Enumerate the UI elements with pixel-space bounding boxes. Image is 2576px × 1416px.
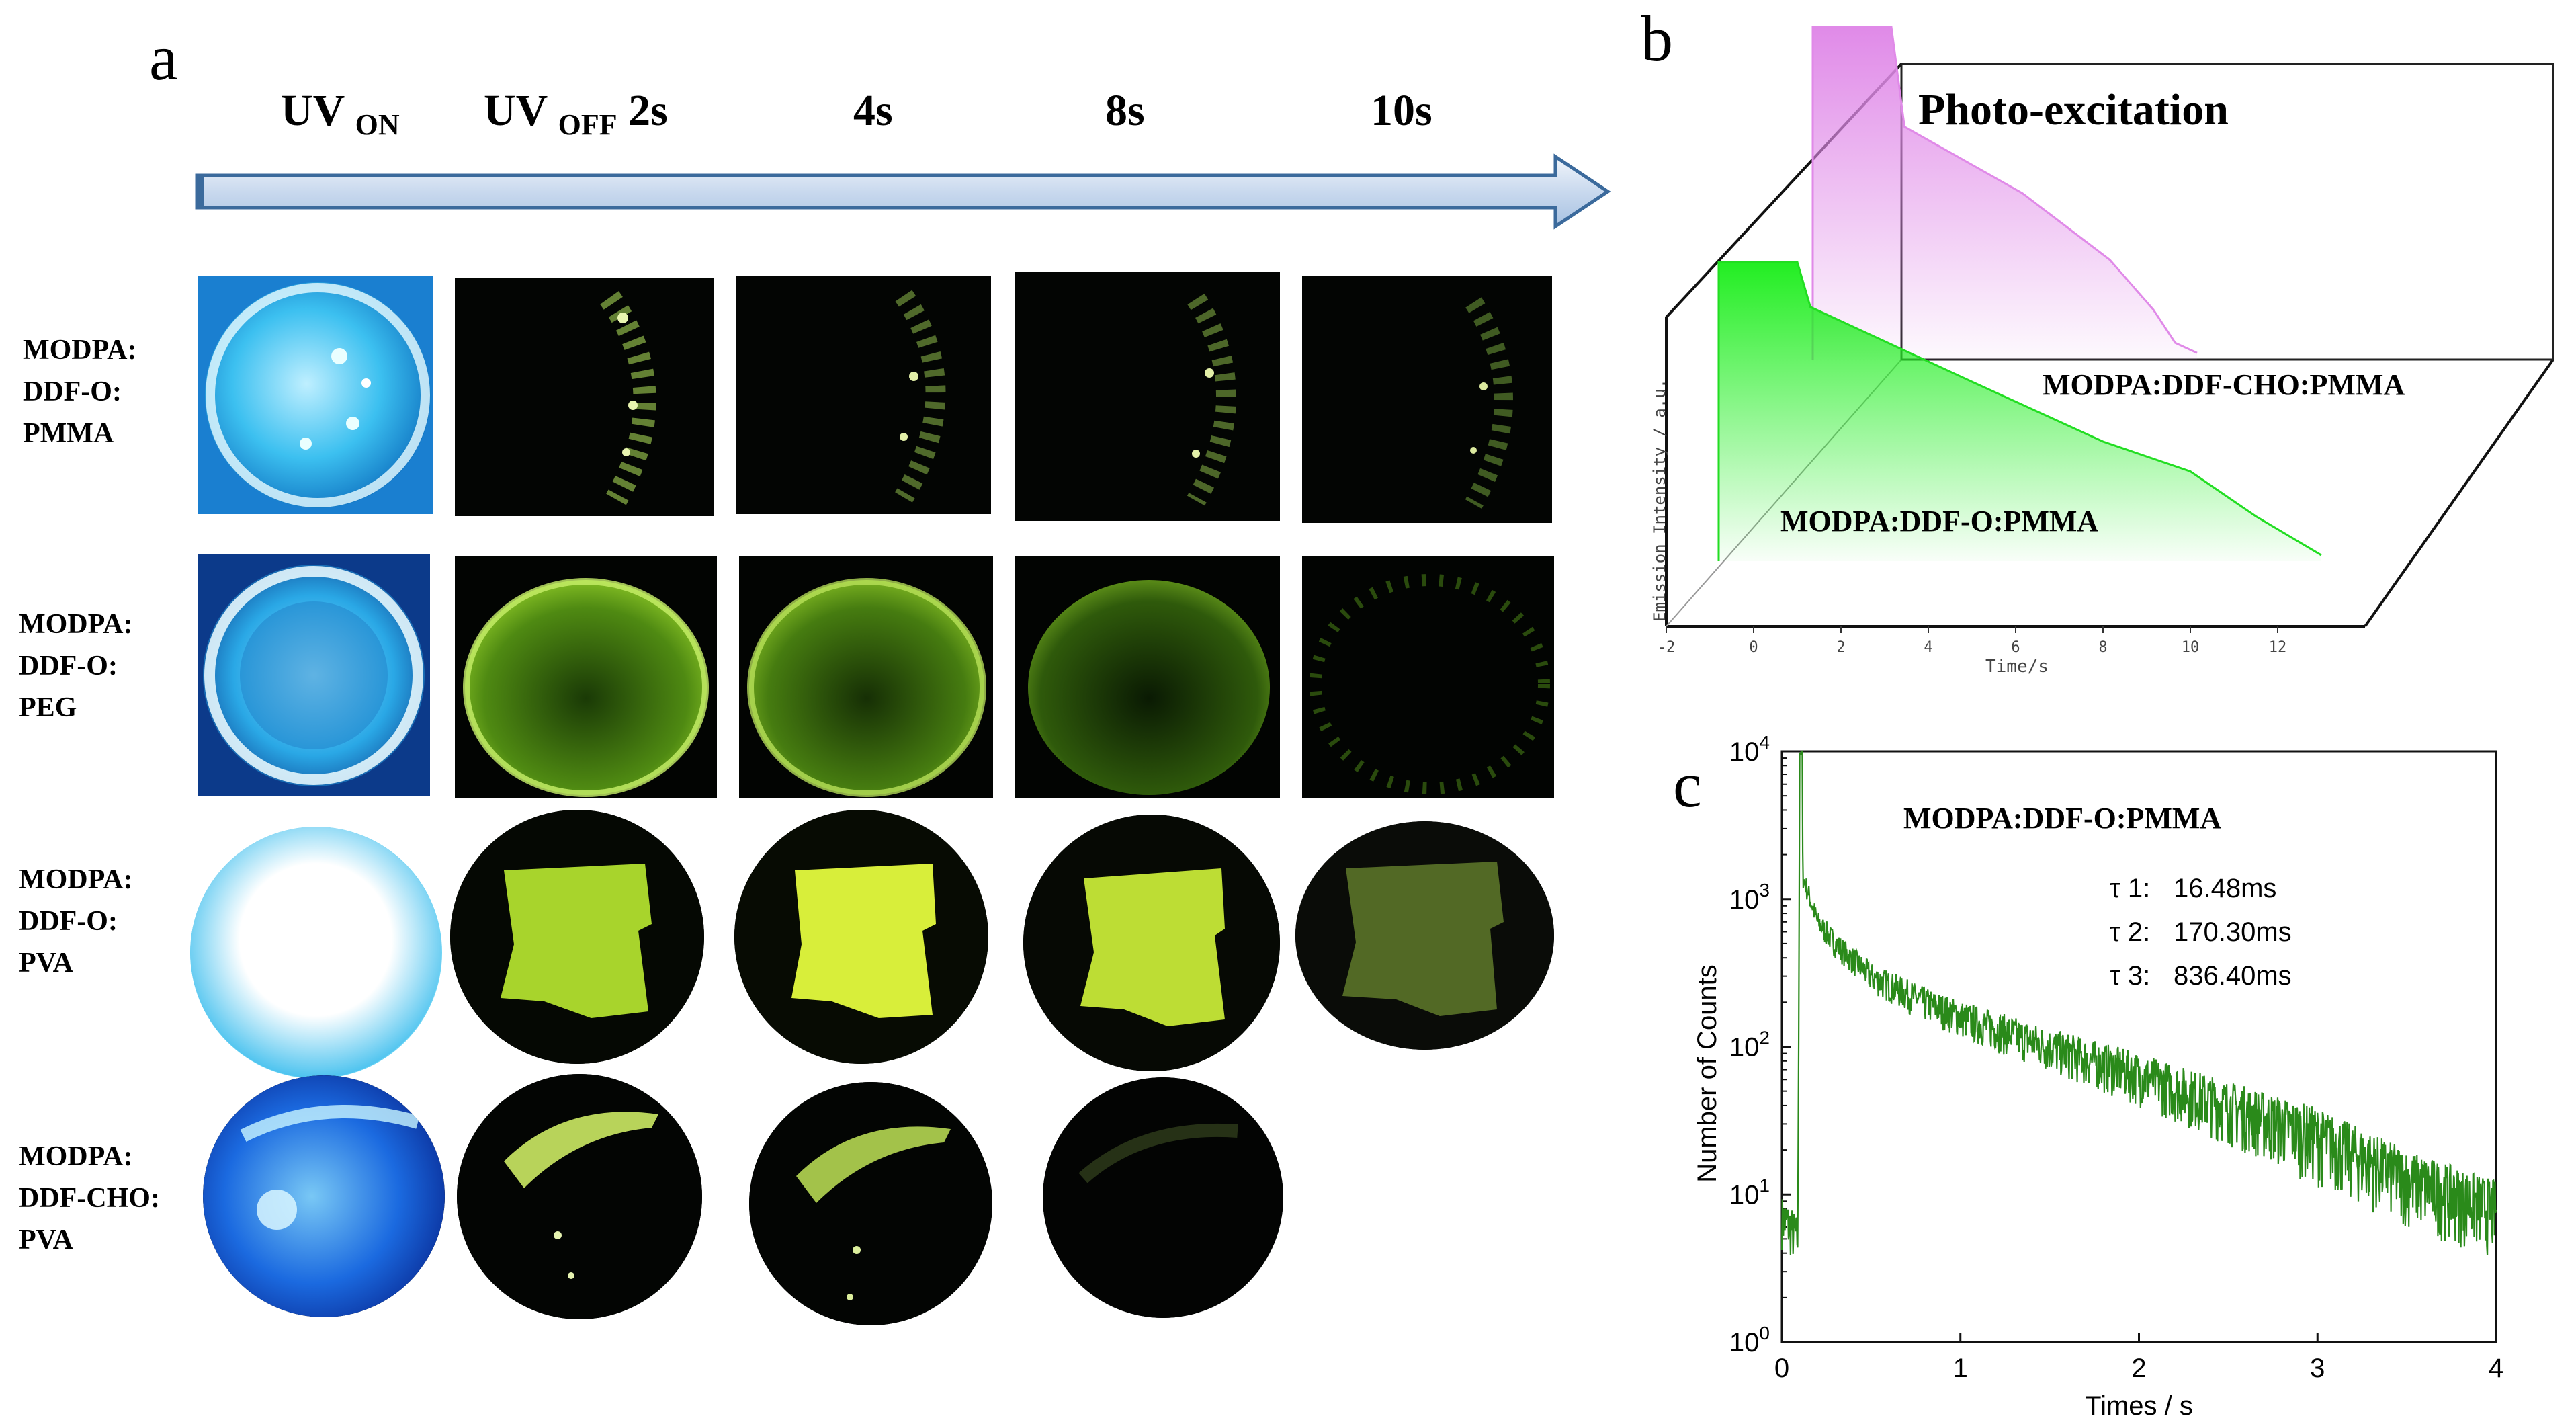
panel-c-decay-line <box>1780 750 2497 1256</box>
panel-b-svg: Photo-excitation Emission Intensity / a.… <box>1650 26 2554 677</box>
photo-pmma-10s <box>1302 276 1552 523</box>
photo-pva-uv-on <box>190 827 442 1079</box>
tau-2-value: 170.30ms <box>2174 917 2292 947</box>
photo-peg-2s <box>455 556 717 798</box>
panel-b-area-modpa-ddf-o-pmma <box>1719 262 2321 561</box>
time-label-4s: 4s <box>853 86 893 135</box>
photo-peg-10s <box>1302 556 1554 798</box>
panel-b-letter: b <box>1641 3 1673 75</box>
panel-c-x-tick: 2 <box>2131 1353 2146 1383</box>
photo-pva-2s <box>450 810 704 1064</box>
panel-c-letter: c <box>1673 749 1702 821</box>
panel-c-y-tick: 104 <box>1729 732 1770 767</box>
panel-c-x-tick: 4 <box>2489 1353 2503 1383</box>
panel-a-letter: a <box>149 22 178 93</box>
panel-c-ylabel: Number of Counts <box>1692 964 1722 1183</box>
photo-pmma-uv-on <box>198 276 433 514</box>
photo-ddf-cho-pva-uv-on <box>203 1075 445 1317</box>
time-label-10s: 10s <box>1371 86 1432 135</box>
tau-1-label: τ 1: <box>2110 874 2150 903</box>
panel-b-series-label-cho: MODPA:DDF-CHO:PMMA <box>2043 368 2405 401</box>
panel-b-line-modpa-ddf-cho-pmma <box>1811 26 2198 360</box>
panel-c-y-tick: 101 <box>1729 1175 1770 1210</box>
timeline-arrow-icon <box>195 153 1611 230</box>
panel-b-title: Photo-excitation <box>1918 85 2229 134</box>
panel-b-x-tick: 0 <box>1749 639 1758 656</box>
photo-pmma-2s <box>455 278 714 516</box>
panel-c-svg: 0 1 2 3 4 100 101 102 103 104 Times / s Number of C… <box>1692 732 2503 1416</box>
time-label-uv-on: UV ON <box>281 86 400 141</box>
panel-c-xlabel: Times / s <box>2085 1391 2193 1416</box>
photo-pmma-8s <box>1015 272 1280 521</box>
panel-c-chart: c 0 1 2 3 4 100 101 102 103 104 Times / s Number of… <box>1639 726 2576 1416</box>
photo-peg-8s <box>1015 556 1280 798</box>
tau-1-value: 16.48ms <box>2174 874 2276 903</box>
photo-peg-uv-on <box>198 554 430 796</box>
photo-pva-10s <box>1295 821 1554 1050</box>
panel-c-x-tick: 1 <box>1953 1353 1968 1383</box>
panel-b-chart: b Photo-excitation Emission Intensity / <box>1639 0 2576 712</box>
photo-ddf-cho-pva-8s <box>1043 1077 1283 1318</box>
panel-c-y-tick: 103 <box>1729 880 1770 915</box>
panel-c-plot-frame <box>1780 750 2497 1343</box>
panel-b-x-tick: -2 <box>1658 639 1676 656</box>
photo-pva-4s <box>734 810 988 1064</box>
photo-ddf-cho-pva-4s <box>749 1082 992 1325</box>
row-label-ddf-cho-pva: MODPA: DDF-CHO: PVA <box>19 1141 160 1255</box>
time-label-8s: 8s <box>1105 86 1145 135</box>
tau-3-label: τ 3: <box>2110 961 2150 991</box>
time-label-uv-off-2s: UV OFF 2s <box>484 86 668 141</box>
panel-b-xlabel: Time/s <box>1985 657 2049 677</box>
tau-3-value: 836.40ms <box>2174 961 2292 991</box>
panel-b-x-tick: 6 <box>2011 639 2020 656</box>
panel-b-x-tick: 2 <box>1836 639 1845 656</box>
tau-2-label: τ 2: <box>2110 917 2150 947</box>
panel-c-y-tick: 102 <box>1729 1028 1770 1063</box>
panel-c-x-tick: 0 <box>1774 1353 1789 1383</box>
row-label-pva: MODPA: DDF-O: PVA <box>19 864 133 978</box>
panel-b-x-tick: 4 <box>1924 639 1932 656</box>
panel-b-line-modpa-ddf-o-pmma <box>1717 261 2322 561</box>
photo-pva-8s <box>1023 815 1280 1071</box>
panel-b-x-tick: 12 <box>2269 639 2287 656</box>
panel-b-area-modpa-ddf-cho-pmma <box>1813 27 2197 360</box>
photo-ddf-cho-pva-2s <box>457 1074 702 1319</box>
panel-b-x-tick: 8 <box>2098 639 2107 656</box>
photo-pmma-4s <box>736 276 991 514</box>
row-label-peg: MODPA: DDF-O: PEG <box>19 609 133 723</box>
panel-b-series-label-o: MODPA:DDF-O:PMMA <box>1780 505 2098 538</box>
panel-c-annotation-title: MODPA:DDF-O:PMMA <box>1903 802 2221 835</box>
panel-c-y-tick: 100 <box>1729 1323 1770 1358</box>
panel-b-x-tick: 10 <box>2182 639 2200 656</box>
panel-c-x-tick: 3 <box>2310 1353 2325 1383</box>
photo-peg-4s <box>739 556 993 798</box>
panel-b-ylabel: Emission Intensity / a.u. <box>1650 379 1669 622</box>
row-label-pmma: MODPA: DDF-O: PMMA <box>23 335 137 449</box>
